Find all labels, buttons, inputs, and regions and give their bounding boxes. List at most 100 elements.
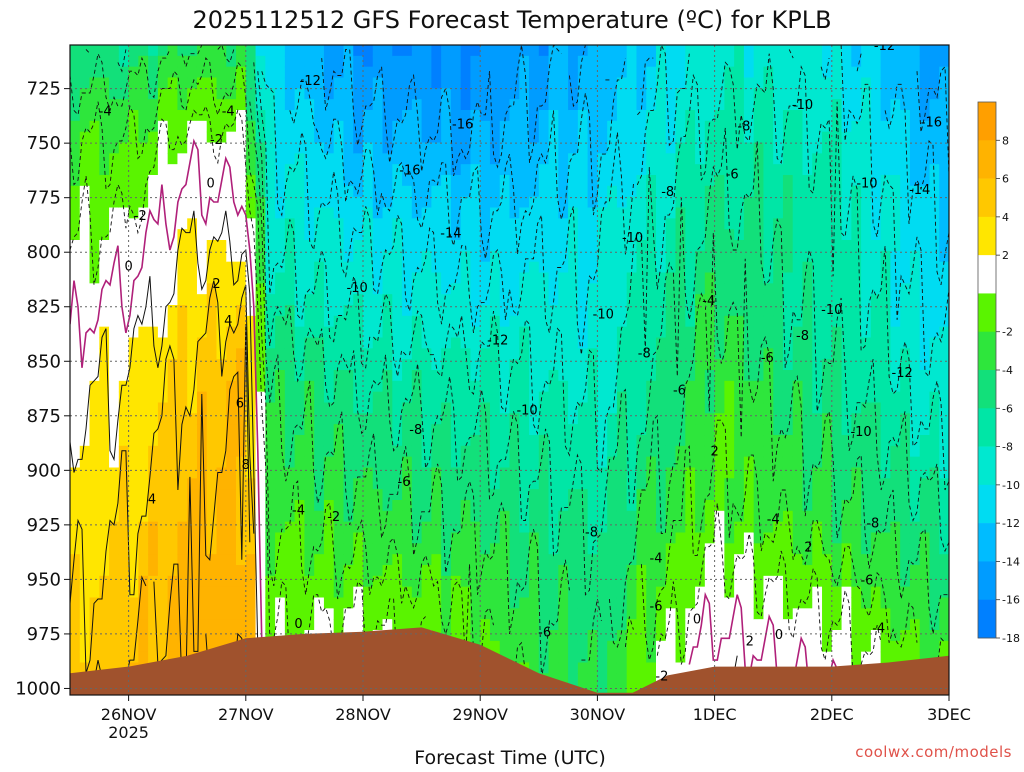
temperature-cell [646,380,657,393]
temperature-cell [870,565,882,577]
temperature-cell [382,586,393,599]
temperature-cell [323,229,335,241]
temperature-cell [480,196,491,209]
temperature-cell [177,131,188,144]
temperature-cell [353,153,364,165]
temperature-cell [304,66,315,79]
temperature-cell [450,391,462,404]
temperature-cell [519,294,530,306]
temperature-cell [323,456,335,469]
temperature-cell [245,185,257,198]
temperature-cell [616,424,628,436]
temperature-cell [382,66,393,79]
temperature-cell [568,240,579,252]
temperature-cell [333,348,345,360]
temperature-cell [236,467,247,479]
temperature-cell [782,521,794,534]
temperature-cell [529,435,540,447]
temperature-cell [167,445,179,458]
temperature-cell [802,435,813,447]
temperature-cell [851,565,862,577]
temperature-cell [753,521,765,534]
temperature-cell [333,196,345,209]
temperature-cell [841,283,852,295]
temperature-cell [138,651,149,664]
temperature-cell [128,218,139,230]
temperature-cell [665,294,677,306]
temperature-cell [118,413,130,425]
temperature-cell [587,597,598,609]
temperature-cell [157,294,169,306]
temperature-cell [743,175,755,187]
temperature-cell [460,554,472,566]
temperature-cell [245,153,257,165]
temperature-cell [577,175,589,187]
temperature-cell [118,554,130,566]
temperature-cell [831,272,843,284]
temperature-cell [685,272,696,284]
temperature-cell [196,55,208,68]
temperature-cell [597,185,608,198]
temperature-cell [421,153,432,165]
temperature-cell [284,445,296,458]
temperature-cell [109,229,120,241]
temperature-cell [714,120,725,133]
temperature-cell [861,640,872,653]
temperature-cell [441,120,452,133]
temperature-cell [275,185,286,198]
temperature-cell [128,359,139,371]
temperature-cell [89,110,100,122]
temperature-cell [861,283,872,295]
temperature-cell [441,131,452,144]
temperature-cell [792,250,804,263]
temperature-cell [656,272,667,284]
temperature-cell [626,467,638,479]
temperature-cell [656,305,667,317]
temperature-cell [558,348,569,360]
temperature-cell [480,164,491,176]
temperature-cell [538,185,550,198]
temperature-cell [128,391,139,404]
temperature-cell [489,77,501,89]
temperature-cell [831,575,843,588]
temperature-cell [304,532,315,544]
temperature-cell [118,586,130,599]
temperature-cell [597,478,608,490]
temperature-cell [79,651,91,664]
temperature-cell [196,77,208,89]
temperature-cell [665,575,677,588]
temperature-cell [665,77,677,89]
temperature-cell [763,478,774,490]
temperature-cell [831,500,843,512]
temperature-cell [646,489,657,501]
temperature-cell [607,315,618,328]
temperature-cell [763,88,774,100]
temperature-cell [372,467,384,479]
temperature-cell [441,597,452,609]
temperature-cell [255,326,266,339]
temperature-cell [196,456,208,469]
temperature-cell [870,283,882,295]
temperature-cell [294,608,305,620]
temperature-cell [519,99,530,111]
temperature-cell [851,597,862,609]
temperature-cell [636,218,647,230]
temperature-cell [548,543,559,555]
temperature-cell [656,543,667,555]
temperature-cell [265,370,276,382]
temperature-cell [323,326,335,339]
temperature-cell [802,619,813,631]
temperature-cell [431,77,442,89]
temperature-cell [792,565,804,577]
temperature-cell [812,326,823,339]
temperature-cell [275,131,286,144]
temperature-cell [656,359,667,371]
temperature-cell [450,120,462,133]
temperature-cell [99,619,110,631]
temperature-cell [382,240,393,252]
temperature-cell [226,66,237,79]
temperature-cell [216,510,227,523]
temperature-cell [333,175,345,187]
temperature-cell [773,532,784,544]
temperature-cell [753,597,765,609]
